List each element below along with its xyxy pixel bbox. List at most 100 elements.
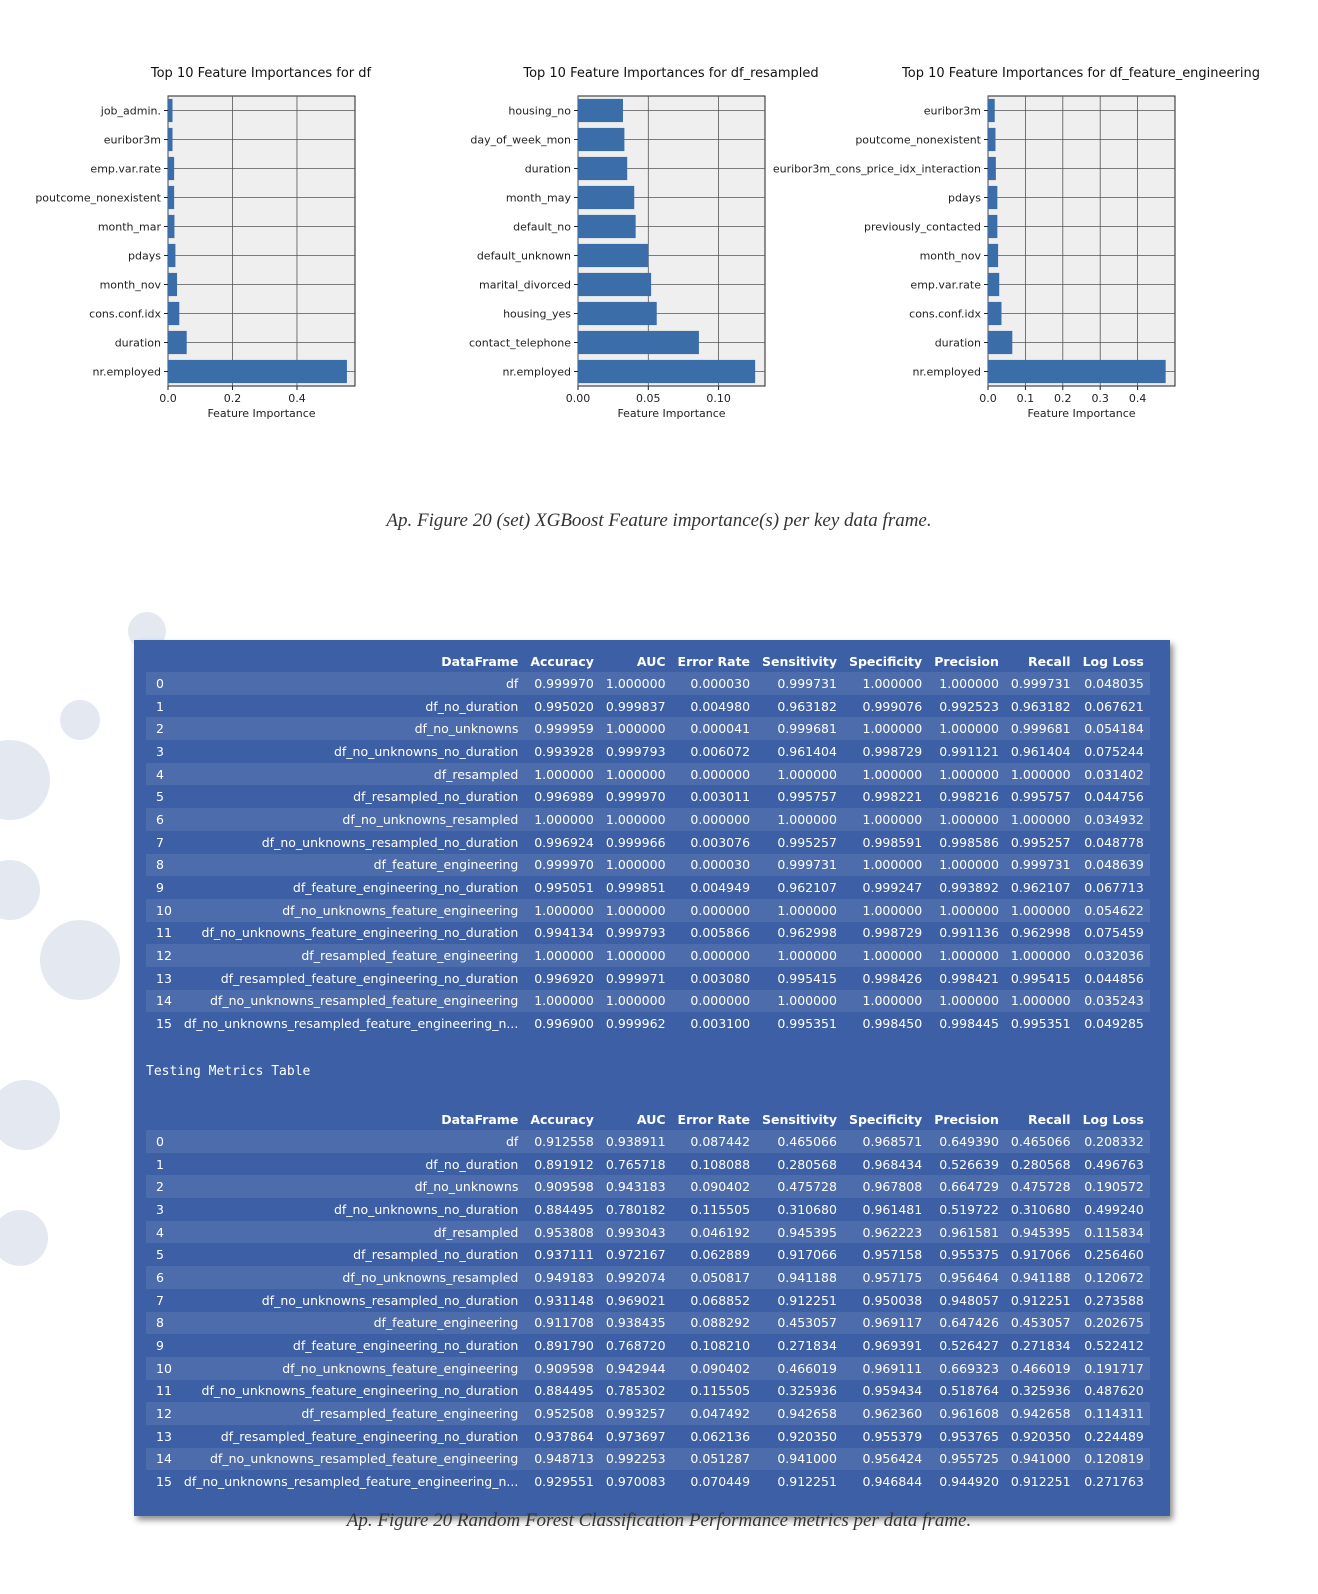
metric-value: 1.000000 xyxy=(1010,811,1071,827)
metric-value: 0.998586 xyxy=(939,834,999,850)
metric-value: 0.969111 xyxy=(862,1360,923,1376)
metric-value: 0.647426 xyxy=(939,1315,999,1331)
row-index: 6 xyxy=(156,811,164,827)
metric-value: 0.969117 xyxy=(862,1315,923,1331)
metric-value: 0.067621 xyxy=(1084,698,1144,714)
metric-value: 0.034932 xyxy=(1084,811,1144,827)
metric-value: 0.962223 xyxy=(862,1224,923,1240)
metric-value: 0.000000 xyxy=(690,948,751,964)
dataframe-name: df_no_unknowns_resampled_no_duration xyxy=(261,834,519,850)
metric-value: 0.999837 xyxy=(605,698,666,714)
metric-value: 0.046192 xyxy=(690,1224,751,1240)
metric-value: 0.999681 xyxy=(777,721,837,737)
dataframe-name: df_resampled_feature_engineering_no_dura… xyxy=(220,1428,519,1444)
metric-value: 0.271763 xyxy=(1084,1474,1144,1490)
metric-value: 0.114311 xyxy=(1084,1406,1144,1422)
metric-value: 1.000000 xyxy=(939,902,999,918)
table-row: 3 df_no_unknowns_no_duration 0.884495 0.780… xyxy=(146,1198,1150,1221)
table-row: 5 df_resampled_no_duration 0.996989 0.99997… xyxy=(146,785,1150,808)
row-index: 15 xyxy=(156,1474,172,1490)
metric-value: 1.000000 xyxy=(777,811,837,827)
x-tick-label: 0.2 xyxy=(224,392,242,405)
bar xyxy=(168,156,175,181)
row-index: 10 xyxy=(156,1360,172,1376)
metric-value: 0.945395 xyxy=(777,1224,837,1240)
metric-value: 0.003080 xyxy=(690,970,751,986)
bar xyxy=(578,243,649,268)
y-tick-label: cons.conf.idx xyxy=(909,308,981,321)
metric-value: 0.191717 xyxy=(1084,1360,1144,1376)
metric-value: 0.075244 xyxy=(1084,743,1144,759)
metric-value: 0.208332 xyxy=(1084,1133,1144,1149)
metric-value: 0.664729 xyxy=(939,1179,999,1195)
x-tick-label: 0.0 xyxy=(159,392,177,405)
metric-value: 1.000000 xyxy=(534,766,594,782)
metric-value: 0.955379 xyxy=(862,1428,923,1444)
metric-value: 0.961404 xyxy=(777,743,837,759)
metric-value: 0.959434 xyxy=(862,1383,923,1399)
metric-value: 0.108088 xyxy=(690,1156,751,1172)
metric-value: 0.054184 xyxy=(1084,721,1144,737)
metric-value: 0.785302 xyxy=(605,1383,666,1399)
metric-value: 0.999681 xyxy=(1010,721,1071,737)
metric-value: 0.049285 xyxy=(1084,1016,1144,1032)
metric-value: 1.000000 xyxy=(605,993,666,1009)
metric-value: 0.999966 xyxy=(605,834,666,850)
column-header: Sensitivity xyxy=(762,653,837,669)
metric-value: 0.929551 xyxy=(534,1474,594,1490)
metric-value: 0.115505 xyxy=(690,1383,751,1399)
metric-value: 0.000000 xyxy=(690,993,751,1009)
bar xyxy=(578,330,699,355)
metric-value: 0.115834 xyxy=(1084,1224,1144,1240)
metric-value: 0.998221 xyxy=(862,789,923,805)
metric-value: 0.998450 xyxy=(862,1016,923,1032)
table-row: 8 df_feature_engineering 0.999970 1.000000 0… xyxy=(146,853,1150,877)
table-row: 7 df_no_unknowns_resampled_no_duration 0.9… xyxy=(146,1289,1150,1312)
metric-value: 0.054622 xyxy=(1084,902,1144,918)
metric-value: 1.000000 xyxy=(1010,766,1071,782)
metric-value: 0.000030 xyxy=(690,675,751,691)
y-tick-label: cons.conf.idx xyxy=(89,308,161,321)
table-row: 12 df_resampled_feature_engineering 1.0000… xyxy=(146,944,1150,967)
metric-value: 1.000000 xyxy=(939,721,999,737)
dataframe-name: df_feature_engineering_no_duration xyxy=(292,880,519,896)
metric-value: 1.000000 xyxy=(777,948,837,964)
table-row: 8 df_feature_engineering 0.911708 0.938435 0… xyxy=(146,1311,1150,1335)
metric-value: 0.062136 xyxy=(690,1428,751,1444)
column-header xyxy=(146,650,178,672)
metric-value: 0.499240 xyxy=(1084,1201,1144,1217)
metric-value: 0.962107 xyxy=(1010,880,1071,896)
metric-value: 0.649390 xyxy=(939,1133,999,1149)
metric-value: 0.280568 xyxy=(777,1156,837,1172)
bar xyxy=(988,359,1166,384)
metric-value: 0.941000 xyxy=(777,1451,837,1467)
x-tick-label: 0.1 xyxy=(1017,392,1035,405)
dataframe-name: df_no_unknowns_resampled_feature_enginee… xyxy=(183,1474,519,1490)
metric-value: 0.998421 xyxy=(939,970,999,986)
background-dot xyxy=(0,740,50,820)
metric-value: 0.466019 xyxy=(1010,1360,1071,1376)
metric-value: 0.526427 xyxy=(939,1338,999,1354)
bar xyxy=(988,301,1002,326)
y-tick-label: pdays xyxy=(948,192,981,205)
metric-value: 0.992523 xyxy=(939,698,999,714)
metric-value: 0.465066 xyxy=(777,1133,837,1149)
bar xyxy=(168,127,173,152)
column-header: Recall xyxy=(1028,1111,1071,1127)
background-dot xyxy=(0,860,40,920)
column-header: Specificity xyxy=(848,653,923,669)
dataframe-name: df_no_unknowns xyxy=(414,721,519,737)
metric-value: 1.000000 xyxy=(777,766,837,782)
bar xyxy=(168,301,180,326)
metric-value: 0.950038 xyxy=(862,1292,923,1308)
metric-value: 0.993928 xyxy=(534,743,594,759)
metric-value: 0.995757 xyxy=(1010,789,1071,805)
metric-value: 1.000000 xyxy=(939,766,999,782)
metric-value: 0.996900 xyxy=(534,1016,594,1032)
metric-value: 0.920350 xyxy=(1010,1428,1071,1444)
metric-value: 0.003011 xyxy=(690,789,751,805)
y-tick-label: emp.var.rate xyxy=(910,279,981,292)
metric-value: 0.271834 xyxy=(777,1338,837,1354)
metric-value: 0.948713 xyxy=(534,1451,594,1467)
row-index: 0 xyxy=(156,675,164,691)
